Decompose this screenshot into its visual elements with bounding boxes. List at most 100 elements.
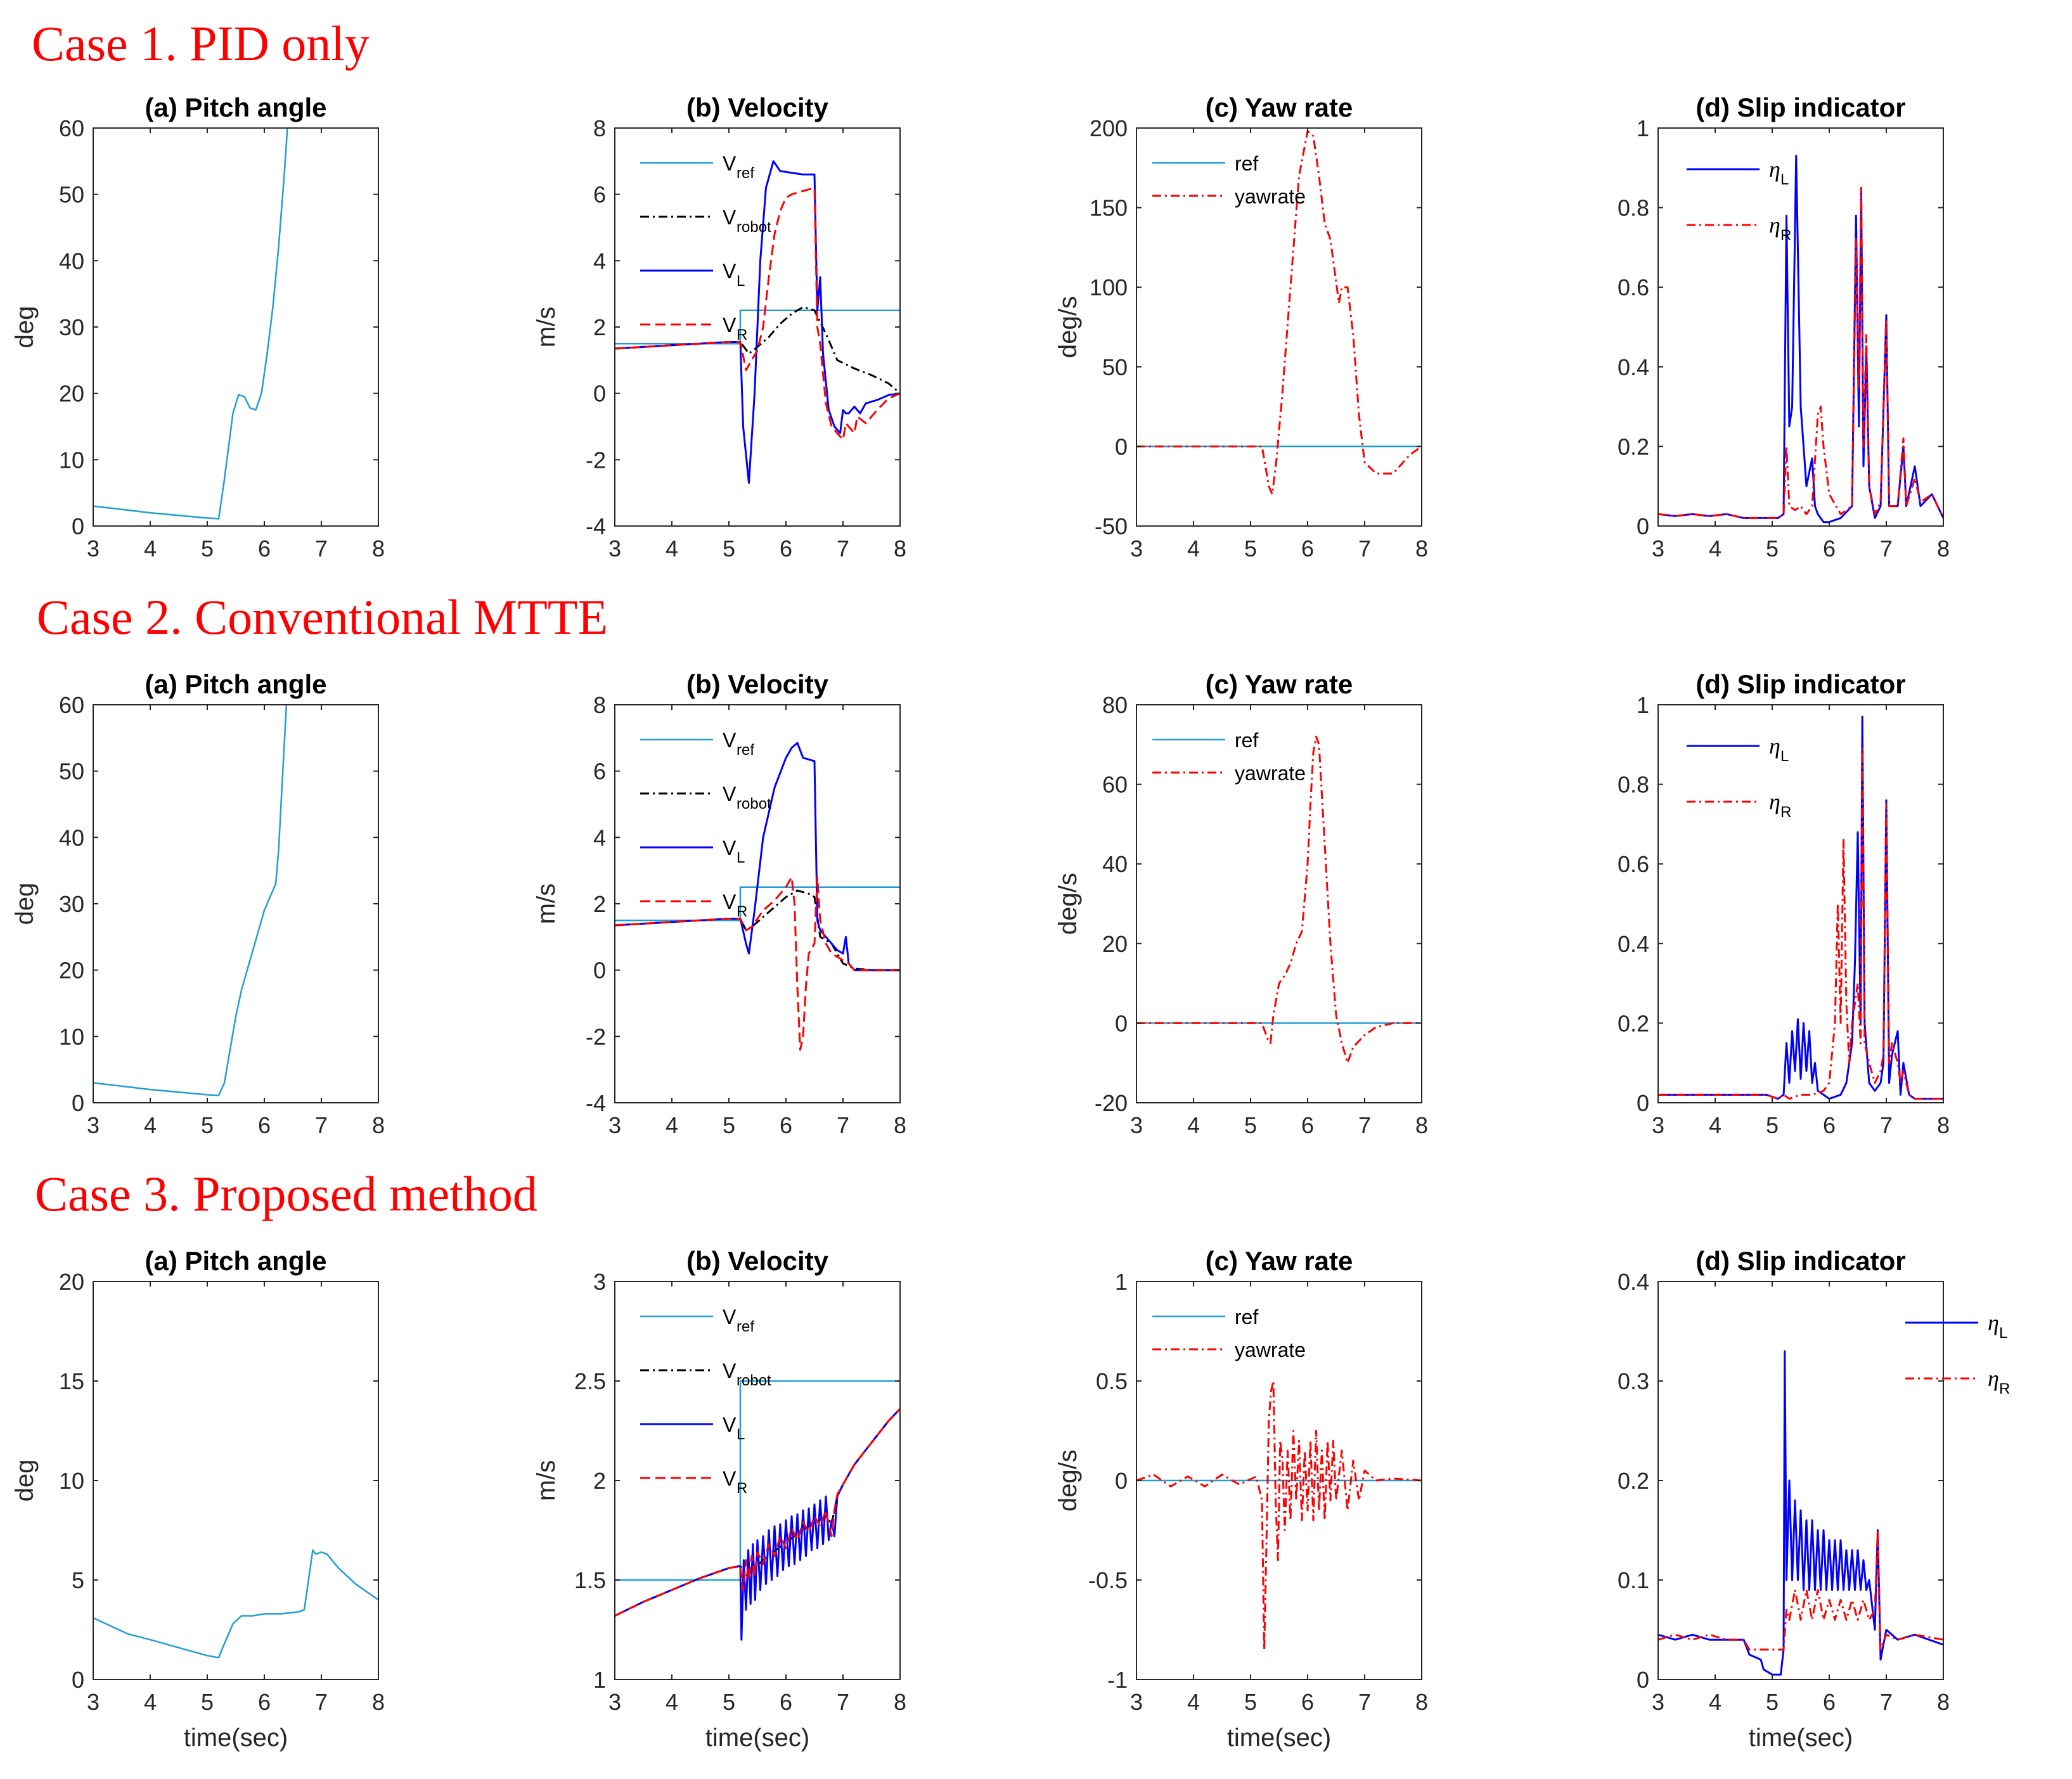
- series-line-VR: [615, 186, 900, 441]
- series-line-yawrate: [1136, 1380, 1422, 1651]
- y-tick-label: 6: [593, 182, 606, 208]
- panel-pitch: (a) Pitch angle 3 4 5 6 7 8 0 5 10 15 20 deg time(sec…: [11, 1246, 385, 1752]
- axes-box: [614, 1281, 901, 1680]
- legend-sub: L: [737, 1426, 745, 1443]
- y-tick-label: 8: [593, 115, 606, 141]
- series-line-VR: [615, 876, 900, 1051]
- series-group: [93, 1549, 378, 1659]
- legend-sub: R: [1999, 1380, 2010, 1397]
- x-tick-label: 8: [1415, 1112, 1428, 1138]
- series-group: [1658, 1350, 1943, 1676]
- x-tick-label: 6: [1301, 1689, 1314, 1715]
- x-tick-label: 4: [666, 1112, 678, 1138]
- x-axis-label: time(sec): [705, 1724, 809, 1752]
- x-tick-label: 3: [608, 536, 621, 562]
- x-tick-label: 7: [315, 1112, 328, 1138]
- x-tick-label: 6: [1823, 1689, 1836, 1715]
- x-tick-label: 4: [144, 1689, 157, 1715]
- y-tick-label: 0.4: [1618, 931, 1649, 957]
- x-tick-label: 4: [1187, 536, 1200, 562]
- panel-title: (b) Velocity: [686, 93, 829, 122]
- y-tick-label: 50: [1102, 354, 1128, 380]
- x-tick-label: 6: [258, 1112, 271, 1138]
- y-tick-label: 0.2: [1618, 1010, 1649, 1036]
- panel-title: (a) Pitch angle: [145, 1246, 326, 1276]
- x-tick-label: 3: [87, 1689, 100, 1715]
- series-line-etaL: [1658, 716, 1943, 1100]
- x-tick-label: 3: [608, 1112, 621, 1138]
- y-tick-label: 0: [72, 513, 84, 539]
- series-line-Vrobot: [615, 1408, 900, 1617]
- series-line-VL: [615, 160, 900, 484]
- y-tick-label: 0.8: [1618, 195, 1649, 221]
- x-tick-label: 8: [1415, 1689, 1428, 1715]
- y-tick-label: -2: [586, 1024, 606, 1050]
- y-axis-label: m/s: [532, 883, 560, 924]
- x-tick-label: 8: [1937, 1689, 1950, 1715]
- series-line-Vrobot: [615, 889, 900, 972]
- legend-sub: ref: [737, 742, 754, 759]
- x-tick-label: 7: [837, 536, 849, 562]
- y-tick-label: 0.4: [1618, 1269, 1649, 1295]
- legend-slip: η Lη R: [1905, 1310, 2010, 1397]
- series-line-Vref: [615, 309, 900, 345]
- x-tick-label: 3: [1130, 536, 1143, 562]
- legend-yaw: ref yawrate: [1152, 152, 1306, 208]
- y-tick-label: 20: [1102, 931, 1128, 957]
- x-tick-label: 5: [201, 1112, 214, 1138]
- x-tick-label: 8: [1415, 536, 1428, 562]
- x-axis-label: time(sec): [1227, 1724, 1331, 1752]
- y-tick-label: 0: [1115, 1010, 1128, 1036]
- panel-yaw: (c) Yaw rate 3 4 5 6 7 8 -1 -0.5 0 0.5 1 deg/s time(s…: [1054, 1246, 1428, 1752]
- panel-title: (b) Velocity: [686, 669, 829, 699]
- y-tick-label: 1: [1637, 115, 1649, 141]
- axes-box: [1136, 127, 1422, 527]
- y-tick-label: 0: [1115, 434, 1128, 459]
- legend-sub: R: [737, 903, 747, 920]
- panel-title: (c) Yaw rate: [1206, 669, 1353, 699]
- legend-label: V: [723, 314, 737, 337]
- y-tick-label: 50: [59, 759, 84, 785]
- y-tick-label: 2: [593, 891, 606, 917]
- series-group: [1136, 1380, 1422, 1651]
- y-tick-label: 40: [59, 825, 84, 851]
- y-tick-label: 0: [1115, 1468, 1128, 1494]
- panel-title: (d) Slip indicator: [1696, 1246, 1905, 1276]
- legend-label: yawrate: [1235, 762, 1306, 785]
- x-tick-label: 5: [1766, 536, 1779, 562]
- y-tick-label: 50: [59, 182, 84, 208]
- y-axis-label: deg/s: [1054, 873, 1082, 935]
- series-line-pitch: [93, 1549, 378, 1659]
- legend-sub: ref: [737, 165, 754, 182]
- legend-slip: η Lη R: [1687, 733, 1791, 821]
- legend-label: V: [723, 152, 737, 175]
- case-title: Case 2. Conventional MTTE: [37, 589, 608, 645]
- y-tick-label: 0.2: [1618, 1468, 1649, 1494]
- legend-sub: R: [1780, 227, 1791, 244]
- series-line-etaL: [1658, 1350, 1943, 1676]
- y-tick-label: 40: [1102, 851, 1128, 877]
- legend-label: V: [723, 783, 737, 806]
- series-line-etaR: [1658, 1529, 1943, 1651]
- y-tick-label: 30: [59, 314, 84, 340]
- x-tick-label: 7: [315, 1689, 328, 1715]
- series-line-yawrate: [1136, 130, 1422, 496]
- y-axis-label: m/s: [532, 307, 560, 347]
- y-tick-label: -0.5: [1088, 1567, 1128, 1593]
- x-axis-label: time(sec): [184, 1724, 288, 1752]
- x-tick-label: 3: [1652, 536, 1664, 562]
- panel-title: (d) Slip indicator: [1696, 93, 1905, 122]
- y-tick-label: -4: [586, 1090, 606, 1116]
- series-group: [615, 160, 900, 484]
- legend-label: V: [723, 1359, 737, 1382]
- y-tick-label: 0: [593, 381, 606, 407]
- panel-title: (a) Pitch angle: [145, 93, 326, 122]
- x-tick-label: 8: [894, 536, 906, 562]
- x-tick-label: 7: [837, 1112, 849, 1138]
- y-tick-label: 2.5: [574, 1368, 606, 1394]
